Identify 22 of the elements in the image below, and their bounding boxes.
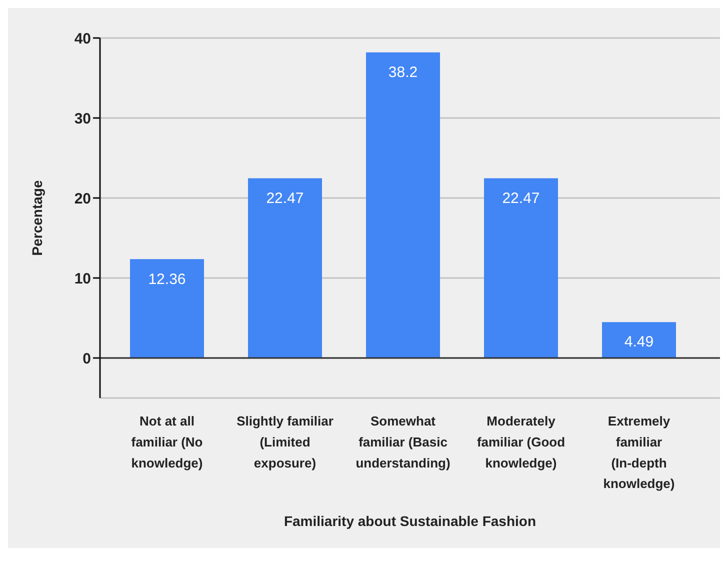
data-label: 38.2: [388, 64, 418, 82]
y-axis-title: Percentage: [28, 180, 45, 256]
y-tick-label: 20: [74, 190, 91, 208]
data-label: 22.47: [266, 190, 304, 207]
data-label: 22.47: [502, 190, 540, 207]
y-tick-label: 30: [74, 110, 91, 128]
bar: [130, 259, 204, 358]
bar: [248, 178, 322, 358]
x-tick-label: Slightly familiar (Limited exposure): [236, 414, 334, 470]
y-tick-label: 10: [74, 270, 91, 288]
y-tick-label: 0: [82, 350, 91, 368]
data-label: 12.36: [148, 270, 186, 288]
y-tick-label: 40: [74, 30, 91, 48]
bar: [602, 322, 676, 358]
x-tick-label: Moderately familiar (Good knowledge): [476, 414, 566, 470]
x-axis-title: Familiarity about Sustainable Fashion: [284, 513, 536, 529]
data-label: 4.49: [624, 334, 654, 351]
bar: [484, 178, 558, 358]
bar: [366, 52, 440, 358]
x-tick-label: Somewhat familiar (Basic understanding): [356, 414, 450, 470]
x-tick-label: Not at all familiar (No knowledge): [131, 414, 203, 470]
x-tick-label: Extremely familiar (In-depth knowledge): [603, 414, 675, 492]
